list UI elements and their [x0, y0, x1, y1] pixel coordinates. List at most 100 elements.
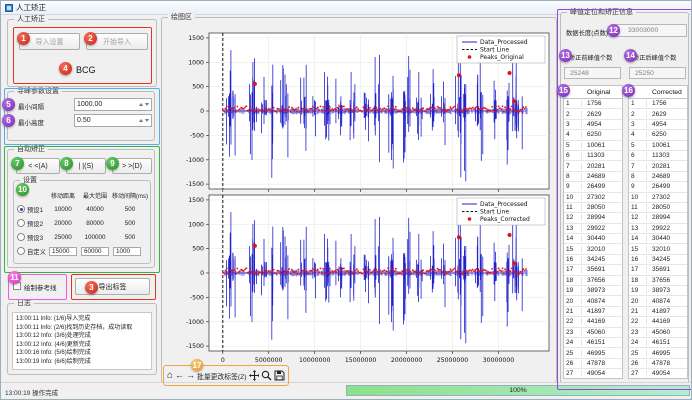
svg-text:15000000: 15000000 — [345, 357, 377, 364]
table-row[interactable]: 25 46995 — [629, 348, 687, 359]
table-row[interactable]: 20 40874 — [629, 296, 687, 307]
table-row[interactable]: 3 4954 — [564, 120, 622, 131]
batch-edit-labels-button[interactable]: 批量更改标签(Z) — [197, 373, 247, 381]
table-row[interactable]: 14 30440 — [629, 234, 687, 245]
table-row[interactable]: 17 35691 — [629, 265, 687, 276]
peak-value: 20281 — [587, 162, 606, 170]
log-output[interactable]: 13:00:11 Info: (1/6)导入完成 13:00:11 Info: (… — [12, 312, 152, 370]
table-row[interactable]: 18 37656 — [629, 276, 687, 287]
table-row[interactable]: 4 6250 — [629, 130, 687, 141]
start-import-button[interactable]: 开始导入 — [86, 33, 148, 50]
table-row[interactable]: 12 28994 — [564, 213, 622, 224]
spin-up-icon[interactable] — [139, 119, 143, 122]
forward-arrow-icon[interactable]: → — [186, 370, 196, 380]
table-row[interactable]: 8 24689 — [629, 172, 687, 183]
preset1-radio[interactable] — [17, 205, 25, 213]
table-row[interactable]: 10 27302 — [564, 193, 622, 203]
table-row[interactable]: 6 11303 — [564, 151, 622, 162]
table-row[interactable]: 22 44169 — [564, 317, 622, 328]
table-row[interactable]: 21 41897 — [629, 307, 687, 318]
table-row[interactable]: 7 20281 — [564, 161, 622, 172]
min-height-spinner[interactable]: 0.50 — [74, 114, 152, 127]
table-row[interactable]: 11 28050 — [629, 203, 687, 214]
table-row[interactable]: 15 32010 — [564, 244, 622, 255]
table-row[interactable]: 23 45060 — [629, 328, 687, 338]
zoom-icon[interactable] — [261, 370, 272, 381]
spin-down-icon[interactable] — [145, 119, 149, 122]
badge-6: 6 — [2, 114, 15, 127]
table-row[interactable]: 27 49054 — [564, 369, 622, 378]
peak-value: 4954 — [652, 120, 667, 128]
custom-radio[interactable] — [17, 247, 25, 255]
row-index: 26 — [629, 359, 647, 367]
row-index: 15 — [629, 245, 647, 253]
preset-row-3: 预设3 25000 100000 500 — [17, 231, 149, 243]
table-row[interactable]: 14 30440 — [564, 234, 622, 245]
header-move-interval: 移动间隔(ms) — [112, 194, 148, 200]
table-row[interactable]: 5 10061 — [564, 141, 622, 151]
table-row[interactable]: 9 26499 — [629, 182, 687, 193]
table-row[interactable]: 21 41897 — [564, 307, 622, 318]
spin-down-icon[interactable] — [145, 103, 149, 106]
corrected-peaks-table: Corrected 1 1756 2 2629 3 4954 4 6250 5 10061 6 113… — [628, 85, 688, 379]
table-row[interactable]: 1 1756 — [564, 99, 622, 110]
table-row[interactable]: 19 38973 — [629, 286, 687, 297]
table-row[interactable]: 3 4954 — [629, 120, 687, 131]
row-index: 18 — [629, 276, 647, 284]
table-row[interactable]: 2 2629 — [629, 109, 687, 120]
table-row[interactable]: 9 26499 — [564, 182, 622, 193]
table-row[interactable]: 10 27302 — [629, 193, 687, 203]
signal-plots[interactable]: -1500 -1000 -500 0 500 1000 1500 Data_Processed… — [165, 25, 553, 367]
table-row[interactable]: 26 47878 — [564, 359, 622, 370]
table-row[interactable]: 16 34245 — [564, 255, 622, 266]
preset2-radio[interactable] — [17, 219, 25, 227]
row-index: 15 — [564, 245, 582, 253]
custom-distance-input[interactable]: 15000 — [49, 246, 77, 256]
table-row[interactable]: 12 28994 — [629, 213, 687, 224]
preset3-interval: 500 — [124, 233, 136, 241]
log-line: 13:00:12 Info: (3/6)处理完成 — [16, 333, 91, 339]
table-row[interactable]: 25 46995 — [564, 348, 622, 359]
svg-text:-500: -500 — [190, 132, 204, 139]
table-row[interactable]: 11 28050 — [564, 203, 622, 214]
preset3-range: 100000 — [84, 233, 106, 241]
table-row[interactable]: 20 40874 — [564, 296, 622, 307]
custom-range-input[interactable]: 60000 — [81, 246, 109, 256]
min-interval-spinner[interactable]: 1000.00 — [74, 98, 152, 111]
pan-icon[interactable] — [248, 370, 260, 381]
row-index: 19 — [564, 287, 582, 295]
preset3-radio[interactable] — [17, 233, 25, 241]
back-arrow-icon[interactable]: ← — [175, 370, 185, 380]
peak-value: 11303 — [652, 152, 670, 160]
custom-interval-input[interactable]: 1000 — [113, 246, 141, 256]
table-row[interactable]: 13 29922 — [564, 224, 622, 235]
table-row[interactable]: 19 38973 — [564, 286, 622, 297]
table-row[interactable]: 17 35691 — [564, 265, 622, 276]
table-row[interactable]: 16 34245 — [629, 255, 687, 266]
spin-up-icon[interactable] — [139, 103, 143, 106]
table-row[interactable]: 26 47878 — [629, 359, 687, 370]
table-row[interactable]: 2 2629 — [564, 109, 622, 120]
import-settings-button[interactable]: 导入设置 — [19, 33, 80, 50]
table-row[interactable]: 15 32010 — [629, 244, 687, 255]
table-row[interactable]: 1 1756 — [629, 99, 687, 110]
table-row[interactable]: 5 10061 — [629, 141, 687, 151]
peak-value: 45060 — [587, 328, 606, 336]
table-row[interactable]: 18 37656 — [564, 276, 622, 287]
table-row[interactable]: 24 46151 — [629, 338, 687, 349]
home-icon[interactable]: ⌂ — [167, 369, 174, 381]
table-row[interactable]: 27 49054 — [629, 369, 687, 378]
save-icon[interactable] — [274, 370, 285, 381]
table-row[interactable]: 24 46151 — [564, 338, 622, 349]
table-row[interactable]: 22 44169 — [629, 317, 687, 328]
row-index: 2 — [564, 110, 582, 118]
progress-bar-fill — [347, 386, 689, 395]
table-row[interactable]: 7 20281 — [629, 161, 687, 172]
table-row[interactable]: 23 45060 — [564, 328, 622, 338]
table-row[interactable]: 4 6250 — [564, 130, 622, 141]
table-row[interactable]: 8 24689 — [564, 172, 622, 183]
auto-correct-group-title: 自动矫正 — [14, 145, 48, 154]
table-row[interactable]: 13 29922 — [629, 224, 687, 235]
table-row[interactable]: 6 11303 — [629, 151, 687, 162]
badge-12: 12 — [607, 24, 620, 37]
